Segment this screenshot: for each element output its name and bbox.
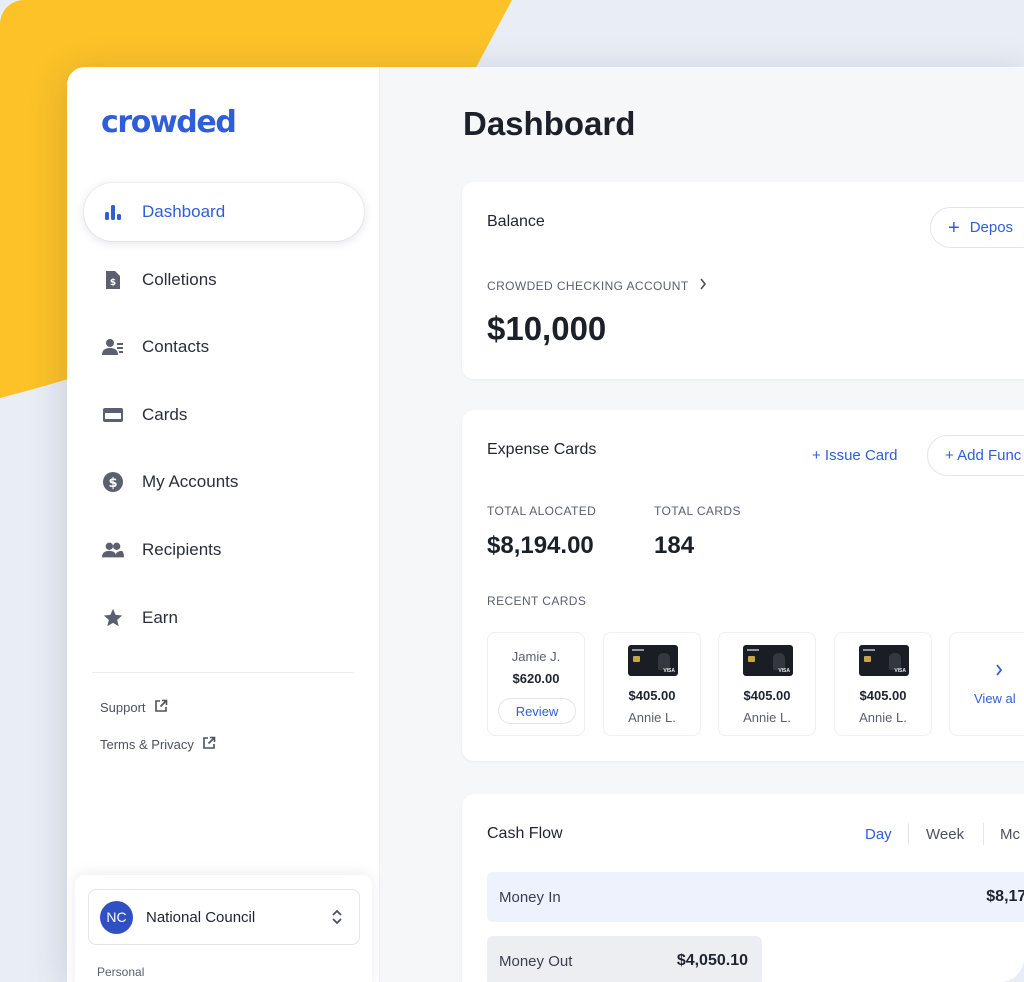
balance-title: Balance — [487, 213, 545, 230]
money-out-label: Money Out — [499, 953, 573, 970]
sidebar-item-label: Dashboard — [142, 202, 226, 221]
card-thumbnail: VISA — [743, 645, 793, 676]
view-all-label: View al — [974, 691, 1016, 706]
crowded-logo[interactable]: crowded — [101, 105, 237, 140]
checking-account-label: CROWDED CHECKING ACCOUNT — [487, 278, 689, 293]
review-label: Review — [515, 703, 559, 719]
recent-card-item[interactable]: VISA $405.00 Annie L. — [718, 632, 816, 736]
dollar-circle-icon: $ — [102, 471, 124, 493]
sidebar-item-colletions[interactable]: $ Colletions — [84, 251, 364, 309]
sidebar-nav: Dashboard $ Colletions Contacts — [84, 183, 364, 656]
money-in-row[interactable]: Money In $8,175.: — [487, 872, 1024, 922]
app-window: crowded Dashboard $ Colletions — [67, 67, 1024, 982]
credit-card-icon — [102, 404, 124, 426]
card-amount: $405.00 — [743, 688, 791, 703]
money-in-value: $8,175.: — [986, 888, 1024, 905]
card-holder-name: Annie L. — [628, 710, 676, 725]
card-holder-name: Annie L. — [859, 710, 907, 725]
organization-panel: NC National Council Personal — [75, 875, 372, 982]
star-icon — [102, 607, 124, 629]
issue-card-button[interactable]: + Issue Card — [812, 447, 898, 464]
sidebar-item-earn[interactable]: Earn — [84, 589, 364, 647]
page-title: Dashboard — [463, 105, 636, 142]
document-dollar-icon: $ — [102, 269, 124, 291]
card-amount: $405.00 — [859, 688, 907, 703]
total-allocated-label: TOTAL ALOCATED — [487, 504, 597, 518]
balance-amount: $10,000 — [487, 310, 607, 347]
sidebar-item-cards[interactable]: Cards — [84, 386, 364, 444]
sidebar-item-label: Cards — [142, 404, 188, 424]
add-funds-button[interactable]: + Add Func — [927, 435, 1024, 476]
terms-privacy-label: Terms & Privacy — [100, 737, 194, 752]
organization-selector[interactable]: NC National Council — [88, 889, 360, 945]
terms-privacy-link[interactable]: Terms & Privacy — [100, 736, 216, 753]
sidebar-divider — [92, 672, 354, 673]
avatar: NC — [100, 900, 133, 934]
organization-name: National Council — [146, 908, 256, 926]
bar-chart-icon — [102, 201, 124, 223]
plus-icon: + — [948, 216, 960, 239]
chevron-up-down-icon — [331, 908, 343, 931]
card-holder-name: Annie L. — [743, 710, 791, 725]
total-allocated-value: $8,194.00 — [487, 532, 594, 559]
external-link-icon — [154, 699, 168, 716]
total-cards-value: 184 — [654, 532, 695, 559]
sidebar-item-label: Contacts — [142, 337, 210, 357]
tab-divider — [983, 823, 984, 845]
contacts-icon — [102, 336, 124, 358]
review-button[interactable]: Review — [498, 698, 576, 724]
deposit-label: Depos — [969, 219, 1014, 236]
recent-card-item[interactable]: VISA $405.00 Annie L. — [834, 632, 932, 736]
tab-day[interactable]: Day — [865, 826, 892, 843]
chevron-right-icon — [995, 663, 1003, 681]
cash-flow-title: Cash Flow — [487, 825, 563, 842]
money-in-label: Money In — [499, 889, 561, 906]
card-amount: $405.00 — [628, 688, 676, 703]
view-all-cards-button[interactable]: View al — [949, 632, 1024, 736]
tab-week[interactable]: Week — [926, 826, 965, 843]
card-thumbnail: VISA — [628, 645, 678, 676]
people-icon — [102, 539, 124, 561]
svg-text:$: $ — [108, 476, 117, 491]
requester-name: Jamie J. — [511, 649, 561, 664]
sidebar-item-my-accounts[interactable]: $ My Accounts — [84, 453, 364, 511]
account-type-label: Personal — [97, 965, 145, 979]
svg-text:$: $ — [110, 278, 116, 288]
tab-month[interactable]: Mc — [1000, 826, 1020, 843]
recent-card-item[interactable]: VISA $405.00 Annie L. — [603, 632, 701, 736]
pending-card-request[interactable]: Jamie J. $620.00 Review — [487, 632, 585, 736]
tab-divider — [908, 823, 909, 845]
expense-cards-title: Expense Cards — [487, 441, 597, 458]
sidebar-item-recipients[interactable]: Recipients — [84, 521, 364, 579]
support-label: Support — [100, 700, 146, 715]
support-link[interactable]: Support — [100, 699, 168, 716]
checking-account-link[interactable]: CROWDED CHECKING ACCOUNT — [487, 278, 707, 293]
chevron-right-icon — [699, 278, 707, 293]
deposit-button[interactable]: + Depos — [930, 207, 1024, 248]
sidebar-item-contacts[interactable]: Contacts — [84, 318, 364, 376]
balance-card: Balance + Depos CROWDED CHECKING ACCOUNT… — [462, 182, 1024, 379]
money-out-row[interactable]: Money Out $4,050.10 — [487, 936, 762, 982]
sidebar-item-label: Colletions — [142, 269, 217, 289]
main-content: Dashboard Balance + Depos CROWDED CHECKI… — [380, 67, 1024, 982]
cash-flow-card: Cash Flow Day Week Mc Money In $8,175.: … — [462, 794, 1024, 982]
card-thumbnail: VISA — [859, 645, 909, 676]
total-cards-label: TOTAL CARDS — [654, 504, 741, 518]
sidebar-item-dashboard[interactable]: Dashboard — [84, 183, 364, 241]
sidebar: crowded Dashboard $ Colletions — [67, 67, 380, 982]
external-link-icon — [202, 736, 216, 753]
money-out-value: $4,050.10 — [676, 952, 748, 969]
sidebar-item-label: Earn — [142, 607, 178, 627]
expense-cards-card: Expense Cards + Issue Card + Add Func TO… — [462, 410, 1024, 761]
sidebar-item-label: My Accounts — [142, 472, 239, 492]
recent-cards-label: RECENT CARDS — [487, 594, 587, 608]
sidebar-item-label: Recipients — [142, 539, 222, 559]
request-amount: $620.00 — [512, 671, 560, 686]
